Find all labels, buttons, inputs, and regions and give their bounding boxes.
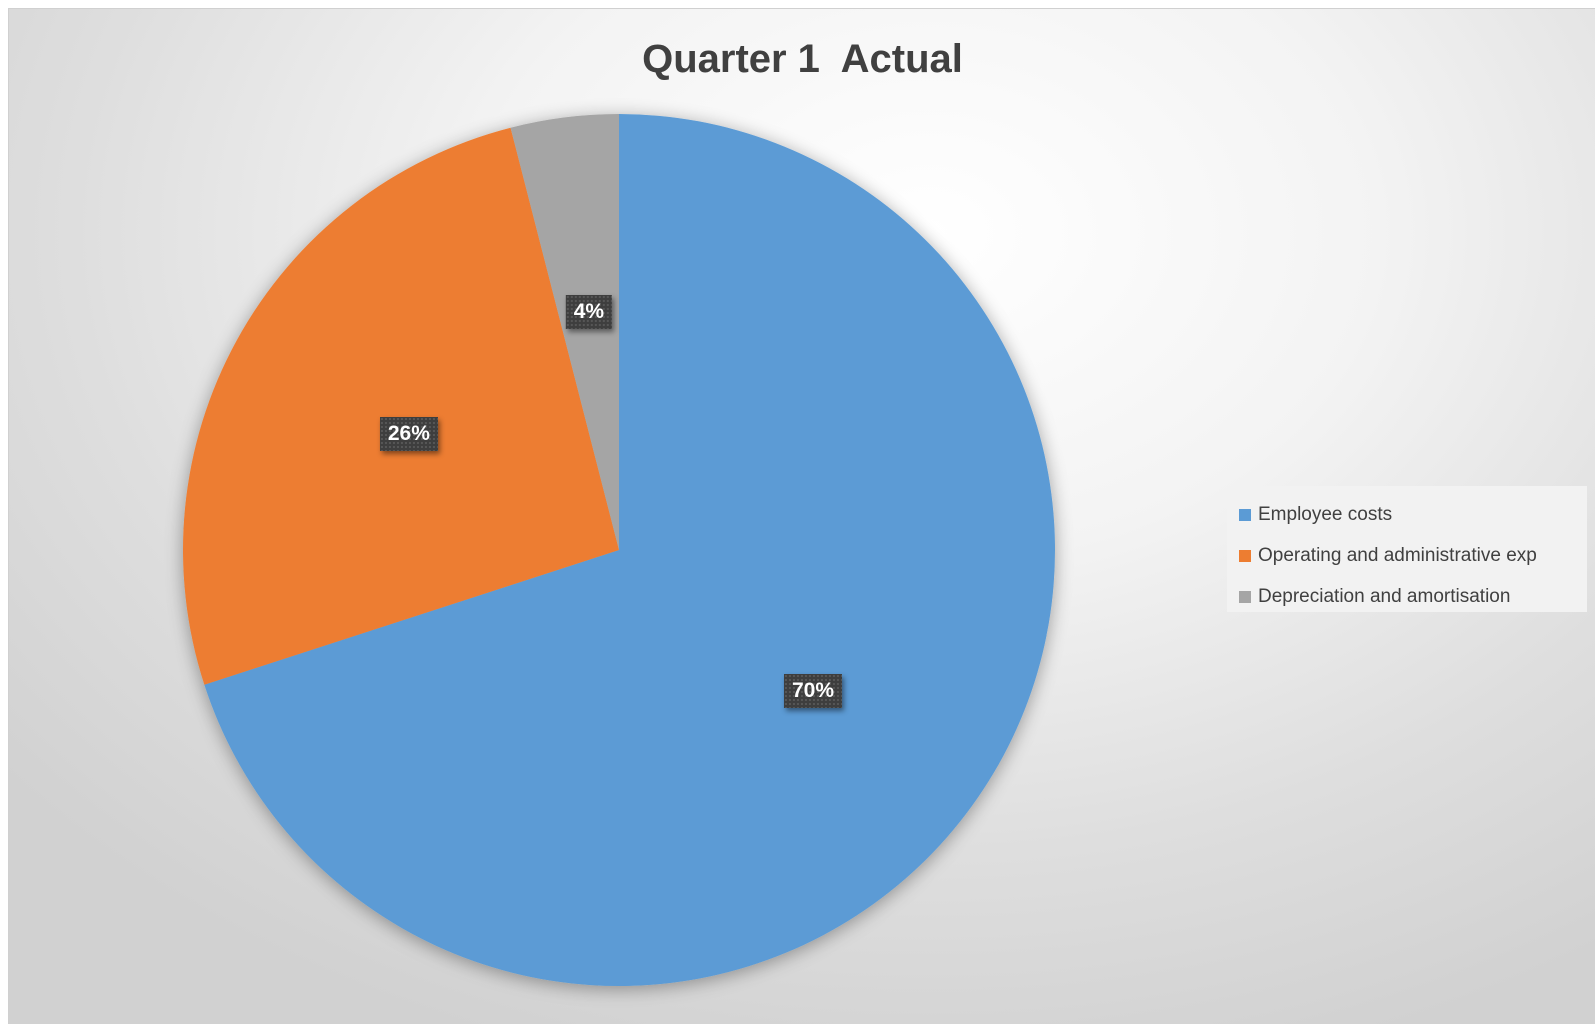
legend-swatch xyxy=(1239,590,1251,603)
chart-title: Quarter 1 Actual xyxy=(642,37,963,81)
legend-item-depreciation-and-amortisation: Depreciation and amortisation xyxy=(1239,576,1575,617)
legend-swatch xyxy=(1239,508,1251,521)
chart-area: Quarter 1 Actual 70% 26% 4% Employee costs… xyxy=(8,8,1595,1024)
pie-slice-operating-and-administrative-exp xyxy=(182,127,620,685)
data-label-operating-and-administrative-exp: 26% xyxy=(379,417,438,452)
legend-label: Employee costs xyxy=(1258,503,1393,525)
legend-item-operating-and-administrative-exp: Operating and administrative exp xyxy=(1239,535,1575,576)
legend-label: Depreciation and amortisation xyxy=(1258,585,1511,607)
legend-swatch xyxy=(1239,549,1251,562)
legend: Employee costs Operating and administrati… xyxy=(1227,486,1587,612)
pie-slice-employee-costs xyxy=(204,114,1055,986)
pie-slice-depreciation-and-amortisation xyxy=(510,114,619,550)
legend-item-employee-costs: Employee costs xyxy=(1239,494,1575,535)
pie-chart xyxy=(182,114,1055,986)
data-label-depreciation-and-amortisation: 4% xyxy=(565,295,613,330)
data-label-employee-costs: 70% xyxy=(783,673,843,708)
legend-label: Operating and administrative exp xyxy=(1258,544,1537,566)
